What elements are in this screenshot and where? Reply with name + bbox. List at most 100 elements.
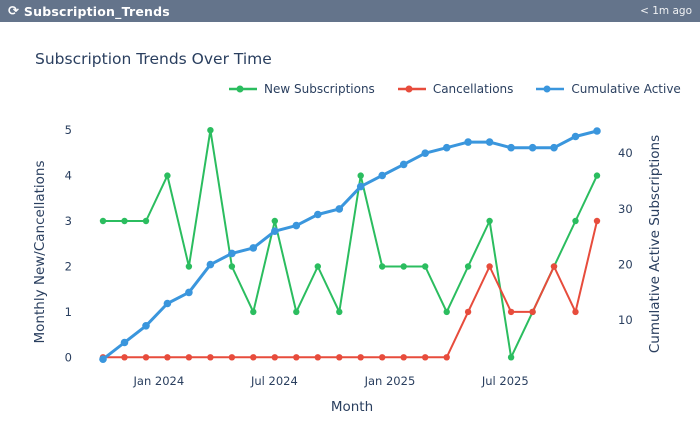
right-axis-tick-label: 10	[618, 313, 633, 327]
data-point-new-subscriptions[interactable]	[572, 217, 579, 225]
data-point-new-subscriptions[interactable]	[271, 217, 278, 225]
data-point-cumulative-active[interactable]	[271, 227, 279, 235]
legend-line-dot-glyph	[536, 85, 565, 93]
data-point-cumulative-active[interactable]	[314, 210, 322, 219]
x-axis-tick-label: Jul 2024	[250, 374, 298, 388]
data-point-cancellations[interactable]	[250, 354, 257, 361]
data-point-new-subscriptions[interactable]	[164, 172, 171, 179]
data-point-new-subscriptions[interactable]	[121, 217, 128, 225]
data-point-cumulative-active[interactable]	[206, 260, 215, 269]
data-point-cancellations[interactable]	[486, 263, 493, 270]
line-chart-plot: 0 1 2 3 4 5 10 20 30 40 Jan 2024 Jul 2024 Jan 2025 Ju…	[32, 123, 663, 415]
data-point-cumulative-active[interactable]	[507, 143, 515, 152]
window-titlebar: ⟳ Subscription_Trends < 1m ago	[0, 0, 700, 22]
left-axis-title: Monthly New/Cancellations	[32, 161, 48, 344]
data-point-cumulative-active[interactable]	[421, 149, 430, 157]
data-point-cumulative-active[interactable]	[356, 182, 365, 191]
data-point-cancellations[interactable]	[529, 308, 536, 316]
data-point-cumulative-active[interactable]	[528, 143, 537, 152]
left-axis-tick-label: 2	[65, 259, 72, 273]
data-point-cancellations[interactable]	[422, 354, 429, 361]
data-point-new-subscriptions[interactable]	[293, 308, 300, 316]
data-point-new-subscriptions[interactable]	[422, 263, 429, 270]
left-axis-tick-label: 4	[65, 169, 72, 183]
data-point-cancellations[interactable]	[121, 354, 128, 361]
data-point-cumulative-active[interactable]	[163, 299, 172, 308]
data-point-cumulative-active[interactable]	[571, 132, 580, 141]
data-point-new-subscriptions[interactable]	[142, 217, 150, 225]
right-axis-title: Cumulative Active Subscriptions	[647, 135, 663, 353]
data-point-cumulative-active[interactable]	[120, 338, 129, 347]
left-axis-tick-label: 3	[65, 214, 72, 228]
series-line-new-subscriptions	[102, 129, 598, 359]
left-axis-tick-label: 5	[65, 123, 72, 137]
data-point-cancellations[interactable]	[443, 354, 450, 361]
data-point-cancellations[interactable]	[314, 354, 321, 361]
data-point-new-subscriptions[interactable]	[400, 263, 407, 270]
data-point-cancellations[interactable]	[357, 354, 364, 361]
x-axis-tick-label: Jul 2025	[481, 374, 529, 388]
data-point-new-subscriptions[interactable]	[464, 263, 472, 270]
data-point-cancellations[interactable]	[550, 263, 558, 270]
data-point-cancellations[interactable]	[271, 354, 278, 361]
legend-line-dot-glyph	[397, 85, 426, 93]
data-point-cancellations[interactable]	[507, 308, 515, 316]
x-axis-tick-label: Jan 2024	[133, 374, 185, 388]
legend-item-cumulative-active[interactable]: Cumulative Active	[535, 82, 681, 96]
data-point-cumulative-active[interactable]	[142, 322, 150, 330]
data-point-new-subscriptions[interactable]	[314, 263, 321, 270]
data-point-cancellations[interactable]	[207, 354, 214, 361]
data-point-new-subscriptions[interactable]	[379, 263, 386, 270]
data-point-cancellations[interactable]	[593, 217, 601, 225]
data-point-cumulative-active[interactable]	[249, 244, 258, 252]
data-point-cumulative-active[interactable]	[378, 171, 387, 180]
chart-legend: New Subscriptions Cancellations Cumulative…	[228, 82, 681, 96]
x-axis-tick-label: Jan 2025	[364, 374, 416, 388]
data-point-new-subscriptions[interactable]	[443, 308, 450, 316]
data-point-cancellations[interactable]	[142, 354, 150, 361]
data-point-cumulative-active[interactable]	[485, 138, 494, 146]
legend-label: Cancellations	[432, 82, 514, 96]
last-updated-badge: < 1m ago	[640, 5, 692, 17]
left-axis-tick-label: 0	[65, 350, 72, 364]
data-point-cumulative-active[interactable]	[593, 127, 601, 135]
data-point-new-subscriptions[interactable]	[250, 308, 257, 316]
data-point-cancellations[interactable]	[228, 354, 236, 361]
data-point-new-subscriptions[interactable]	[593, 172, 601, 179]
data-point-new-subscriptions[interactable]	[486, 217, 493, 225]
legend-label: Cumulative Active	[571, 82, 681, 96]
chart-card: Subscription Trends Over Time New Subscr…	[0, 22, 700, 424]
data-point-new-subscriptions[interactable]	[99, 217, 107, 225]
data-point-new-subscriptions[interactable]	[357, 172, 364, 179]
data-point-cancellations[interactable]	[185, 354, 193, 361]
legend-line-dot-glyph	[229, 85, 257, 93]
data-point-cumulative-active[interactable]	[399, 160, 408, 169]
data-point-cumulative-active[interactable]	[442, 143, 451, 152]
data-point-new-subscriptions[interactable]	[507, 354, 515, 361]
data-point-new-subscriptions[interactable]	[228, 263, 236, 270]
data-point-cancellations[interactable]	[464, 308, 472, 316]
data-point-new-subscriptions[interactable]	[336, 308, 343, 316]
data-point-cumulative-active[interactable]	[228, 249, 236, 258]
series-line-cancellations	[102, 220, 598, 359]
right-axis-tick-label: 30	[618, 202, 633, 216]
data-point-cancellations[interactable]	[572, 308, 579, 316]
data-point-cumulative-active[interactable]	[185, 288, 193, 297]
data-point-cumulative-active[interactable]	[99, 355, 107, 364]
data-point-new-subscriptions[interactable]	[207, 127, 214, 134]
data-point-cancellations[interactable]	[164, 354, 171, 361]
data-point-cancellations[interactable]	[400, 354, 407, 361]
legend-item-cancellations[interactable]: Cancellations	[397, 82, 514, 96]
chart-title: Subscription Trends Over Time	[35, 50, 272, 68]
data-point-cumulative-active[interactable]	[464, 138, 472, 146]
sync-swirl-icon: ⟳	[8, 3, 19, 19]
data-point-new-subscriptions[interactable]	[185, 263, 193, 270]
data-point-cancellations[interactable]	[379, 354, 386, 361]
data-point-cumulative-active[interactable]	[550, 143, 558, 152]
right-axis-tick-label: 40	[618, 146, 633, 160]
data-point-cancellations[interactable]	[293, 354, 300, 361]
legend-item-new-subscriptions[interactable]: New Subscriptions	[228, 82, 375, 96]
data-point-cumulative-active[interactable]	[335, 205, 344, 213]
data-point-cumulative-active[interactable]	[292, 221, 301, 230]
data-point-cancellations[interactable]	[336, 354, 343, 361]
